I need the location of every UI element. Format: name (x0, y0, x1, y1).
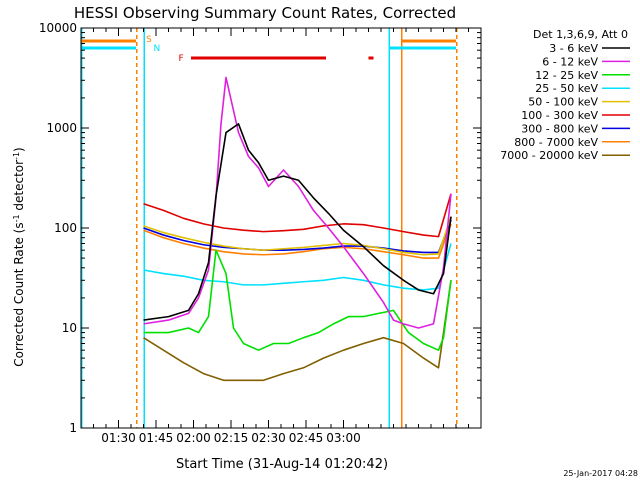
flag-label-s: S (146, 35, 152, 45)
x-tick-label-3: 02:15 (214, 431, 249, 445)
x-tick-label-5: 02:45 (289, 431, 324, 445)
legend-label-6: 300 - 800 keV (521, 122, 598, 135)
series-line-1 (143, 76, 452, 329)
series-line-8 (143, 280, 452, 382)
axes: 01:30 01:45 02:00 02:15 02:30 02:45 03:00 1 10 10… (39, 21, 482, 445)
x-axis-label: Start Time (31-Aug-14 01:20:42) (176, 457, 388, 472)
y-axis-label-sup2: -1 (12, 152, 21, 160)
x-tick-label-6: 03:00 (326, 431, 361, 445)
series-line-7 (143, 223, 452, 259)
x-tick-label-2: 02:00 (176, 431, 211, 445)
plot-area: SN F (81, 28, 458, 428)
y-tick-label-2: 100 (54, 221, 77, 235)
y-tick-label-3: 1000 (46, 121, 77, 135)
plot-frame (80, 27, 482, 429)
x-tick-label-1: 01:45 (139, 431, 174, 445)
y-axis-label-end: ) (12, 147, 26, 152)
legend-label-0: 3 - 6 keV (549, 42, 598, 55)
legend-label-4: 50 - 100 keV (528, 96, 598, 109)
series-line-4 (143, 216, 452, 256)
flag-label-f: F (179, 54, 184, 64)
chart-title: HESSI Observing Summary Count Rates, Cor… (74, 4, 456, 22)
flag-label-n: N (154, 44, 161, 54)
y-axis-label-mid: detector (12, 160, 26, 215)
series-line-3 (143, 243, 452, 291)
series-line-5 (143, 193, 452, 238)
y-axis-label-main: Corrected Count Rate (s (12, 222, 26, 366)
series-line-0 (143, 123, 452, 321)
series-line-6 (143, 219, 452, 254)
legend-label-5: 100 - 300 keV (521, 109, 598, 122)
legend-label-8: 7000 - 20000 keV (500, 149, 598, 162)
y-tick-label-0: 1 (69, 421, 77, 435)
series-line-2 (143, 249, 452, 351)
legend-label-1: 6 - 12 keV (542, 55, 598, 68)
legend-label-2: 12 - 25 keV (535, 69, 598, 82)
x-tick-label-4: 02:30 (251, 431, 286, 445)
legend-header: Det 1,3,6,9, Att 0 (533, 28, 628, 41)
y-axis-label-sup1: -1 (12, 214, 21, 222)
y-tick-label-1: 10 (62, 321, 77, 335)
legend-label-3: 25 - 50 keV (535, 82, 598, 95)
y-tick-label-4: 10000 (39, 21, 77, 35)
y-axis-label: Corrected Count Rate (s-1 detector-1) (12, 147, 27, 366)
footer-timestamp: 25-Jan-2017 04:28 (563, 469, 638, 478)
legend-label-7: 800 - 7000 keV (514, 136, 598, 149)
x-tick-label-0: 01:30 (101, 431, 136, 445)
